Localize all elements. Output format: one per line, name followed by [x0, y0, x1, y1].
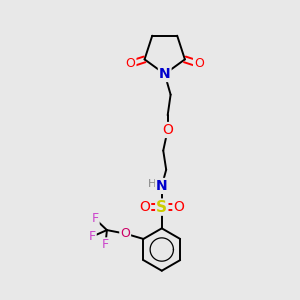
Text: O: O: [120, 227, 130, 240]
Text: F: F: [102, 238, 109, 251]
Text: O: O: [126, 57, 136, 70]
Text: N: N: [156, 179, 168, 193]
Text: S: S: [156, 200, 167, 214]
Text: O: O: [139, 200, 150, 214]
Text: O: O: [173, 200, 184, 214]
Text: F: F: [92, 212, 99, 225]
Text: N: N: [159, 67, 170, 81]
Text: H: H: [148, 179, 157, 190]
Text: O: O: [162, 123, 173, 137]
Text: O: O: [194, 57, 204, 70]
Text: F: F: [88, 230, 96, 243]
